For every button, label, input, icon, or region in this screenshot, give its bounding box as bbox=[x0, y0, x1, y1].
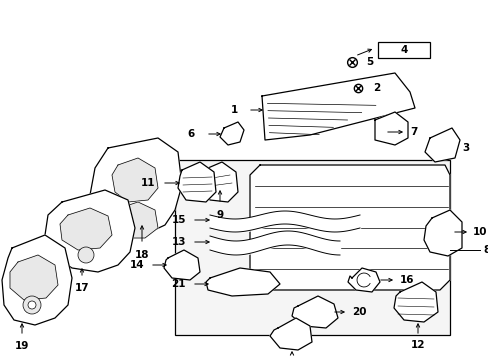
Polygon shape bbox=[393, 282, 437, 322]
Text: 20: 20 bbox=[351, 307, 366, 317]
Polygon shape bbox=[205, 268, 280, 296]
Text: 7: 7 bbox=[409, 127, 417, 137]
Text: 8: 8 bbox=[482, 245, 488, 255]
Circle shape bbox=[23, 296, 41, 314]
Text: 13: 13 bbox=[171, 237, 185, 247]
Text: 14: 14 bbox=[129, 260, 143, 270]
Text: 17: 17 bbox=[75, 283, 89, 293]
Polygon shape bbox=[10, 255, 58, 300]
Bar bbox=[377, 42, 429, 58]
Text: 6: 6 bbox=[187, 129, 195, 139]
Bar bbox=[175, 160, 449, 335]
Polygon shape bbox=[108, 202, 158, 238]
Polygon shape bbox=[178, 162, 216, 202]
Text: 4: 4 bbox=[400, 45, 407, 55]
Text: 12: 12 bbox=[410, 340, 425, 350]
Text: 15: 15 bbox=[171, 215, 185, 225]
Polygon shape bbox=[262, 73, 414, 140]
Polygon shape bbox=[163, 250, 200, 280]
Polygon shape bbox=[269, 318, 311, 350]
Polygon shape bbox=[347, 268, 379, 292]
Text: 16: 16 bbox=[399, 275, 414, 285]
Circle shape bbox=[28, 301, 36, 309]
Polygon shape bbox=[424, 128, 459, 162]
Text: 3: 3 bbox=[461, 143, 468, 153]
Polygon shape bbox=[200, 162, 238, 202]
Text: 11: 11 bbox=[140, 178, 155, 188]
Text: 1: 1 bbox=[230, 105, 238, 115]
Circle shape bbox=[78, 247, 94, 263]
Polygon shape bbox=[45, 190, 135, 272]
Text: 18: 18 bbox=[135, 250, 149, 260]
Polygon shape bbox=[423, 210, 461, 256]
Text: 21: 21 bbox=[171, 279, 185, 289]
Polygon shape bbox=[60, 208, 112, 250]
Polygon shape bbox=[220, 122, 244, 145]
Polygon shape bbox=[249, 165, 449, 290]
Text: 19: 19 bbox=[15, 341, 29, 351]
Polygon shape bbox=[112, 158, 158, 202]
Polygon shape bbox=[374, 112, 407, 145]
Text: 2: 2 bbox=[372, 83, 380, 93]
Text: 10: 10 bbox=[472, 227, 487, 237]
Polygon shape bbox=[291, 296, 337, 328]
Polygon shape bbox=[90, 138, 182, 238]
Polygon shape bbox=[2, 235, 72, 325]
Text: 9: 9 bbox=[216, 210, 223, 220]
Text: 5: 5 bbox=[365, 57, 372, 67]
